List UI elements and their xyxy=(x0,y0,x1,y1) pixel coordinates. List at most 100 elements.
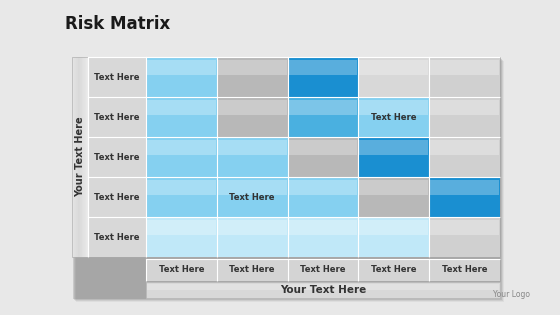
Bar xyxy=(86,57,87,257)
Bar xyxy=(88,97,146,137)
Bar xyxy=(87,57,88,257)
Bar xyxy=(217,137,288,177)
Bar xyxy=(147,180,216,195)
Text: Text Here: Text Here xyxy=(94,192,140,202)
Bar xyxy=(88,217,146,257)
Bar xyxy=(147,284,499,290)
Bar xyxy=(146,259,500,281)
Text: Text Here: Text Here xyxy=(300,266,346,274)
Text: Text Here: Text Here xyxy=(158,266,204,274)
Bar xyxy=(77,57,78,257)
Text: Text Here: Text Here xyxy=(230,192,275,202)
Text: Your Logo: Your Logo xyxy=(493,290,530,299)
Bar xyxy=(360,180,428,195)
Bar xyxy=(218,100,287,115)
Bar xyxy=(217,177,288,217)
Bar xyxy=(288,137,358,177)
Bar xyxy=(73,57,74,257)
Text: Text Here: Text Here xyxy=(371,266,417,274)
Bar xyxy=(75,57,77,257)
Bar xyxy=(288,217,358,257)
Bar xyxy=(88,57,146,97)
Bar xyxy=(429,97,500,137)
Text: Text Here: Text Here xyxy=(230,266,275,274)
Bar xyxy=(358,259,429,281)
Text: Text Here: Text Here xyxy=(94,112,140,122)
Bar xyxy=(147,140,216,155)
Bar xyxy=(430,60,499,75)
Bar xyxy=(72,57,73,257)
Bar xyxy=(74,59,502,300)
Bar xyxy=(358,217,429,257)
Bar xyxy=(86,57,88,257)
Text: Text Here: Text Here xyxy=(94,232,140,242)
Bar xyxy=(76,61,504,302)
Bar xyxy=(429,137,500,177)
Bar xyxy=(429,259,500,281)
Bar xyxy=(358,137,429,177)
Bar xyxy=(288,259,358,281)
Bar xyxy=(82,57,83,257)
Bar xyxy=(147,100,216,115)
Bar xyxy=(288,180,357,195)
Bar xyxy=(429,217,500,257)
Bar xyxy=(78,57,79,257)
Text: Text Here: Text Here xyxy=(94,72,140,82)
Bar xyxy=(218,220,287,235)
Bar xyxy=(85,57,86,257)
Bar xyxy=(430,100,499,115)
Bar xyxy=(80,57,81,257)
Bar xyxy=(218,140,287,155)
Bar xyxy=(360,140,428,155)
Bar xyxy=(75,60,503,301)
Bar xyxy=(73,57,75,257)
Bar xyxy=(146,259,217,281)
Bar xyxy=(360,60,428,75)
Text: Your Text Here: Your Text Here xyxy=(75,117,85,197)
Text: Your Text Here: Your Text Here xyxy=(280,285,366,295)
Bar xyxy=(73,58,501,299)
Text: Risk Matrix: Risk Matrix xyxy=(65,15,170,33)
Bar xyxy=(360,100,428,115)
Bar xyxy=(147,60,216,75)
Bar xyxy=(74,57,76,257)
Bar xyxy=(76,57,77,257)
Bar xyxy=(430,220,499,235)
Text: Text Here: Text Here xyxy=(371,112,417,122)
Bar xyxy=(146,177,217,217)
Bar xyxy=(78,57,80,257)
Bar xyxy=(288,220,357,235)
Bar xyxy=(72,57,88,257)
Text: Text Here: Text Here xyxy=(442,266,487,274)
Bar xyxy=(81,57,82,257)
Bar xyxy=(83,57,85,257)
Bar xyxy=(217,217,288,257)
Bar xyxy=(288,57,358,97)
Bar xyxy=(288,177,358,217)
Bar xyxy=(360,220,428,235)
Bar xyxy=(429,177,500,217)
Bar xyxy=(288,60,357,75)
Bar xyxy=(146,217,217,257)
Bar xyxy=(429,57,500,97)
Bar xyxy=(218,180,287,195)
Text: Text Here: Text Here xyxy=(94,152,140,162)
Bar xyxy=(358,177,429,217)
Bar xyxy=(217,259,288,281)
Bar xyxy=(358,57,429,97)
Bar xyxy=(218,60,287,75)
Bar xyxy=(288,97,358,137)
Bar xyxy=(147,220,216,235)
Bar xyxy=(146,137,217,177)
Bar xyxy=(430,140,499,155)
Bar xyxy=(217,57,288,97)
Bar xyxy=(288,140,357,155)
Bar xyxy=(146,57,217,97)
Bar xyxy=(217,97,288,137)
Bar xyxy=(82,57,83,257)
Bar xyxy=(79,57,81,257)
Bar xyxy=(430,180,499,195)
Bar xyxy=(88,137,146,177)
Bar xyxy=(84,57,85,257)
Bar xyxy=(146,282,500,298)
